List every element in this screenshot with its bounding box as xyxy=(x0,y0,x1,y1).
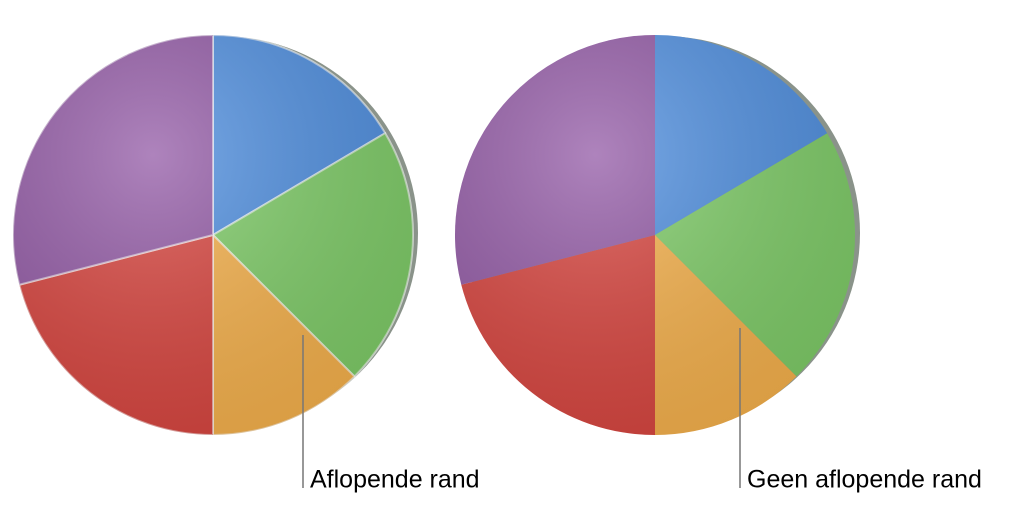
pie xyxy=(454,35,860,435)
pie xyxy=(12,34,418,436)
annotation: Geen aflopende rand xyxy=(747,466,982,494)
annotation: Aflopende rand xyxy=(310,466,480,494)
